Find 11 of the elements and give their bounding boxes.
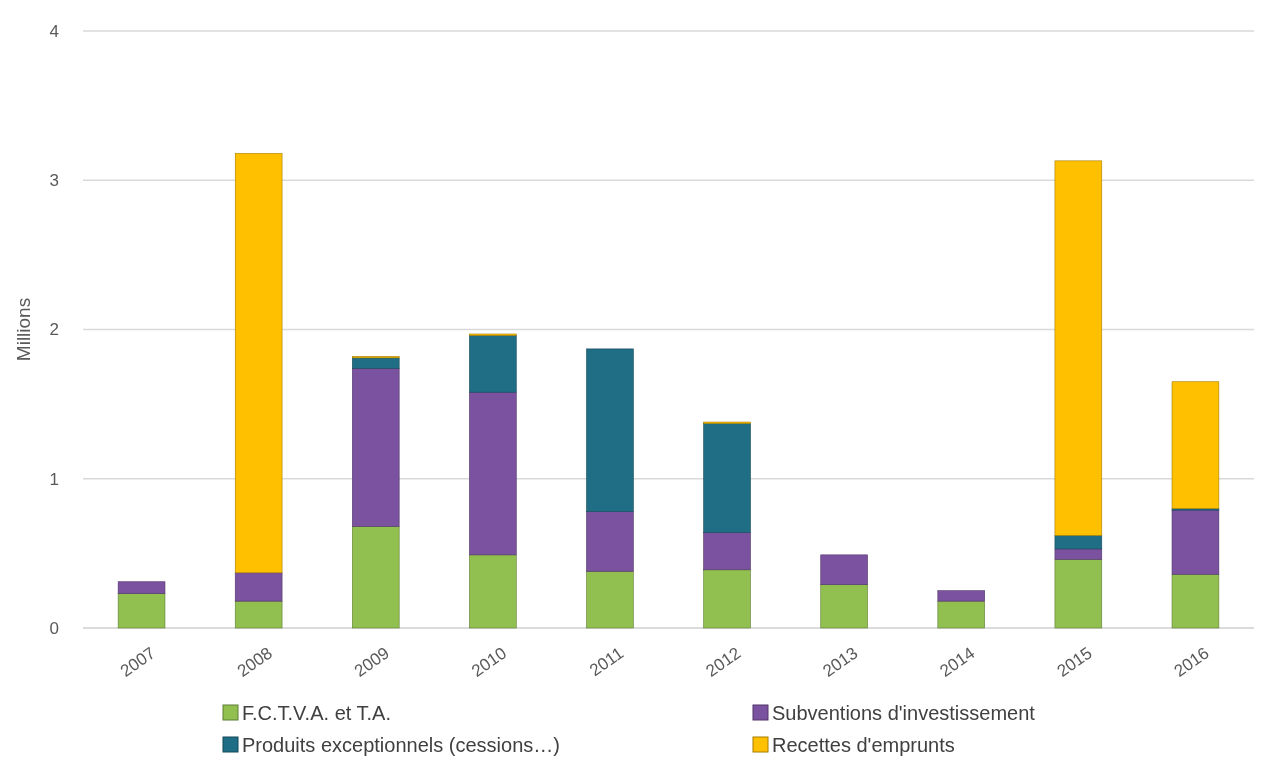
x-tick-label: 2011 [586,643,628,680]
y-axis-title: Millions [13,297,34,362]
y-tick-label: 3 [49,171,59,191]
y-tick-label: 0 [49,618,59,638]
y-tick-label: 2 [49,320,59,340]
legend-label: Recettes d'emprunts [772,734,955,756]
legend-label: Produits exceptionnels (cessions…) [242,734,560,756]
legend-label: Subventions d'investissement [772,702,1036,724]
y-tick-label: 4 [49,21,59,41]
y-tick-label: 1 [49,469,59,489]
legend-label: F.C.T.V.A. et T.A. [242,702,391,724]
